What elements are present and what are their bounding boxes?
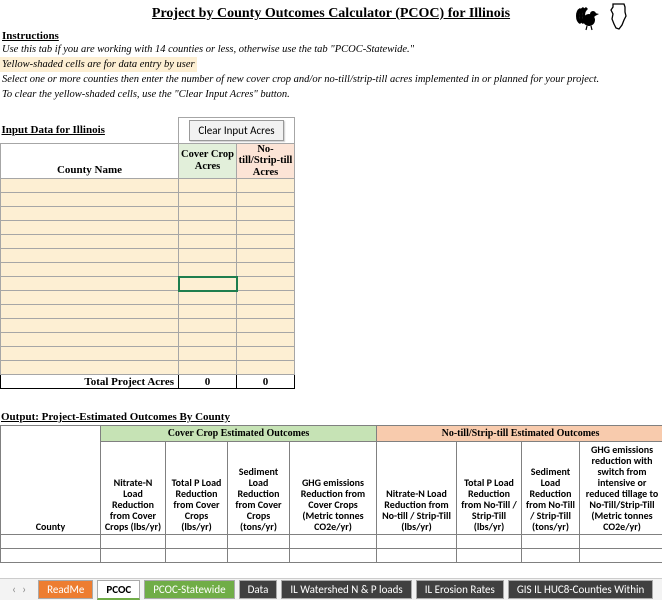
instructions-section: Instructions Use this tab if you are wor… bbox=[0, 26, 662, 115]
cc-acres-input-cell[interactable] bbox=[179, 333, 237, 347]
cc-acres-input-cell[interactable] bbox=[179, 319, 237, 333]
cc-acres-input-cell[interactable] bbox=[179, 207, 237, 221]
sheet-tab-bar: ‹ › ReadMe PCOC PCOC-Statewide Data IL W… bbox=[0, 578, 662, 600]
cc-acres-input-cell[interactable] bbox=[179, 263, 237, 277]
nt-acres-input-cell[interactable] bbox=[237, 207, 295, 221]
county-input-cell[interactable] bbox=[1, 235, 179, 249]
county-input-cell[interactable] bbox=[1, 193, 179, 207]
cc-acres-input-cell[interactable] bbox=[179, 179, 237, 193]
input-section-label: Input Data for Illinois bbox=[1, 124, 105, 136]
cc-acres-input-cell[interactable] bbox=[179, 347, 237, 361]
cc-acres-input-cell[interactable] bbox=[179, 305, 237, 319]
tab-nav-prev-icon[interactable]: ‹ bbox=[12, 583, 16, 597]
instruction-line-4: To clear the yellow-shaded cells, use th… bbox=[0, 87, 662, 102]
turkey-icon bbox=[572, 4, 602, 32]
nt-acres-input-cell[interactable] bbox=[237, 333, 295, 347]
nt-acres-input-cell[interactable] bbox=[237, 221, 295, 235]
tab-pcoc-statewide[interactable]: PCOC-Statewide bbox=[144, 580, 234, 599]
total-project-acres-label: Total Project Acres bbox=[1, 375, 179, 389]
tab-pcoc[interactable]: PCOC bbox=[97, 580, 140, 600]
county-input-cell[interactable] bbox=[1, 291, 179, 305]
cc-acres-input-cell[interactable] bbox=[179, 235, 237, 249]
nt-acres-input-cell[interactable] bbox=[237, 361, 295, 375]
input-table: Input Data for Illinois Clear Input Acre… bbox=[0, 117, 295, 390]
county-input-cell[interactable] bbox=[1, 305, 179, 319]
nt-acres-input-cell[interactable] bbox=[237, 305, 295, 319]
instruction-line-3: Select one or more counties then enter t… bbox=[0, 72, 662, 87]
page-title: Project by County Outcomes Calculator (P… bbox=[152, 6, 510, 22]
tab-erosion[interactable]: IL Erosion Rates bbox=[416, 580, 504, 599]
county-input-cell[interactable] bbox=[1, 347, 179, 361]
instruction-line-2: Yellow-shaded cells are for data entry b… bbox=[0, 57, 197, 72]
cover-crop-acres-header: Cover Crop Acres bbox=[179, 143, 237, 179]
nt-metric-3: Sediment Load Reduction from No-Till / S… bbox=[522, 442, 580, 535]
cc-metric-4: GHG emissions Reduction from Cover Crops… bbox=[290, 442, 377, 535]
input-section: Input Data for Illinois Clear Input Acre… bbox=[0, 117, 662, 390]
nt-band-header: No-till/Strip-till Estimated Outcomes bbox=[377, 426, 662, 442]
nt-acres-input-cell[interactable] bbox=[237, 249, 295, 263]
county-input-cell[interactable] bbox=[1, 179, 179, 193]
nt-metric-4: GHG emissions reduction with switch from… bbox=[580, 442, 662, 535]
output-section-header: Output: Project-Estimated Outcomes By Co… bbox=[0, 389, 662, 425]
nt-acres-input-cell[interactable] bbox=[237, 319, 295, 333]
output-row bbox=[1, 535, 662, 549]
nt-acres-input-cell[interactable] bbox=[237, 263, 295, 277]
cc-acres-input-cell[interactable] bbox=[179, 361, 237, 375]
output-row bbox=[1, 549, 662, 563]
county-input-cell[interactable] bbox=[1, 319, 179, 333]
cc-acres-input-cell[interactable] bbox=[179, 249, 237, 263]
tab-watershed[interactable]: IL Watershed N & P loads bbox=[281, 580, 411, 599]
total-cc-value: 0 bbox=[179, 375, 237, 389]
output-table: County Cover Crop Estimated Outcomes No-… bbox=[0, 425, 662, 563]
tab-nav-next-icon[interactable]: › bbox=[22, 583, 26, 597]
no-till-acres-header: No-till/Strip-till Acres bbox=[237, 143, 295, 179]
nt-metric-2: Total P Load Reduction from No-Till / St… bbox=[457, 442, 522, 535]
tab-data[interactable]: Data bbox=[239, 580, 278, 599]
nt-acres-input-cell[interactable] bbox=[237, 193, 295, 207]
output-county-header: County bbox=[1, 426, 101, 535]
total-nt-value: 0 bbox=[237, 375, 295, 389]
instructions-header: Instructions bbox=[0, 30, 662, 42]
tab-huc8[interactable]: GIS IL HUC8-Counties Within bbox=[508, 580, 653, 599]
tab-readme[interactable]: ReadMe bbox=[38, 580, 93, 599]
county-input-cell[interactable] bbox=[1, 277, 179, 291]
cc-acres-input-cell[interactable] bbox=[179, 221, 237, 235]
county-input-cell[interactable] bbox=[1, 249, 179, 263]
nt-acres-input-cell[interactable] bbox=[237, 291, 295, 305]
cc-acres-input-cell[interactable] bbox=[179, 193, 237, 207]
clear-input-acres-button[interactable]: Clear Input Acres bbox=[189, 120, 283, 141]
nt-acres-input-cell[interactable] bbox=[237, 235, 295, 249]
county-name-header: County Name bbox=[1, 143, 179, 179]
county-input-cell[interactable] bbox=[1, 361, 179, 375]
illinois-outline-icon bbox=[608, 2, 630, 32]
county-input-cell[interactable] bbox=[1, 263, 179, 277]
county-input-cell[interactable] bbox=[1, 333, 179, 347]
cc-metric-1: Nitrate-N Load Reduction from Cover Crop… bbox=[101, 442, 166, 535]
instruction-line-1: Use this tab if you are working with 14 … bbox=[0, 42, 662, 57]
cc-metric-3: Sediment Load Reduction from Cover Crops… bbox=[228, 442, 290, 535]
nt-acres-input-cell[interactable] bbox=[237, 179, 295, 193]
county-input-cell[interactable] bbox=[1, 221, 179, 235]
county-input-cell[interactable] bbox=[1, 207, 179, 221]
nt-acres-input-cell[interactable] bbox=[237, 277, 295, 291]
cc-acres-input-cell[interactable] bbox=[179, 291, 237, 305]
cc-metric-2: Total P Load Reduction from Cover Crops … bbox=[166, 442, 228, 535]
nt-acres-input-cell[interactable] bbox=[237, 347, 295, 361]
cc-acres-input-cell[interactable] bbox=[179, 277, 237, 291]
header-icons bbox=[570, 2, 633, 35]
nt-metric-1: Nitrate-N Load Reduction from No-till / … bbox=[377, 442, 457, 535]
cc-band-header: Cover Crop Estimated Outcomes bbox=[101, 426, 377, 442]
